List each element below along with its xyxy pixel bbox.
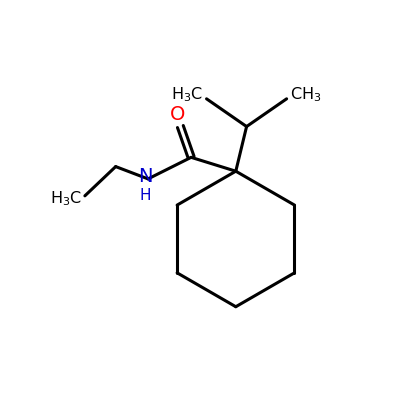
Text: O: O [170,105,185,124]
Text: H$_3$C: H$_3$C [50,190,82,208]
Text: H$_3$C: H$_3$C [171,85,204,104]
Text: N: N [138,167,152,186]
Text: CH$_3$: CH$_3$ [290,85,321,104]
Text: H: H [139,188,151,203]
